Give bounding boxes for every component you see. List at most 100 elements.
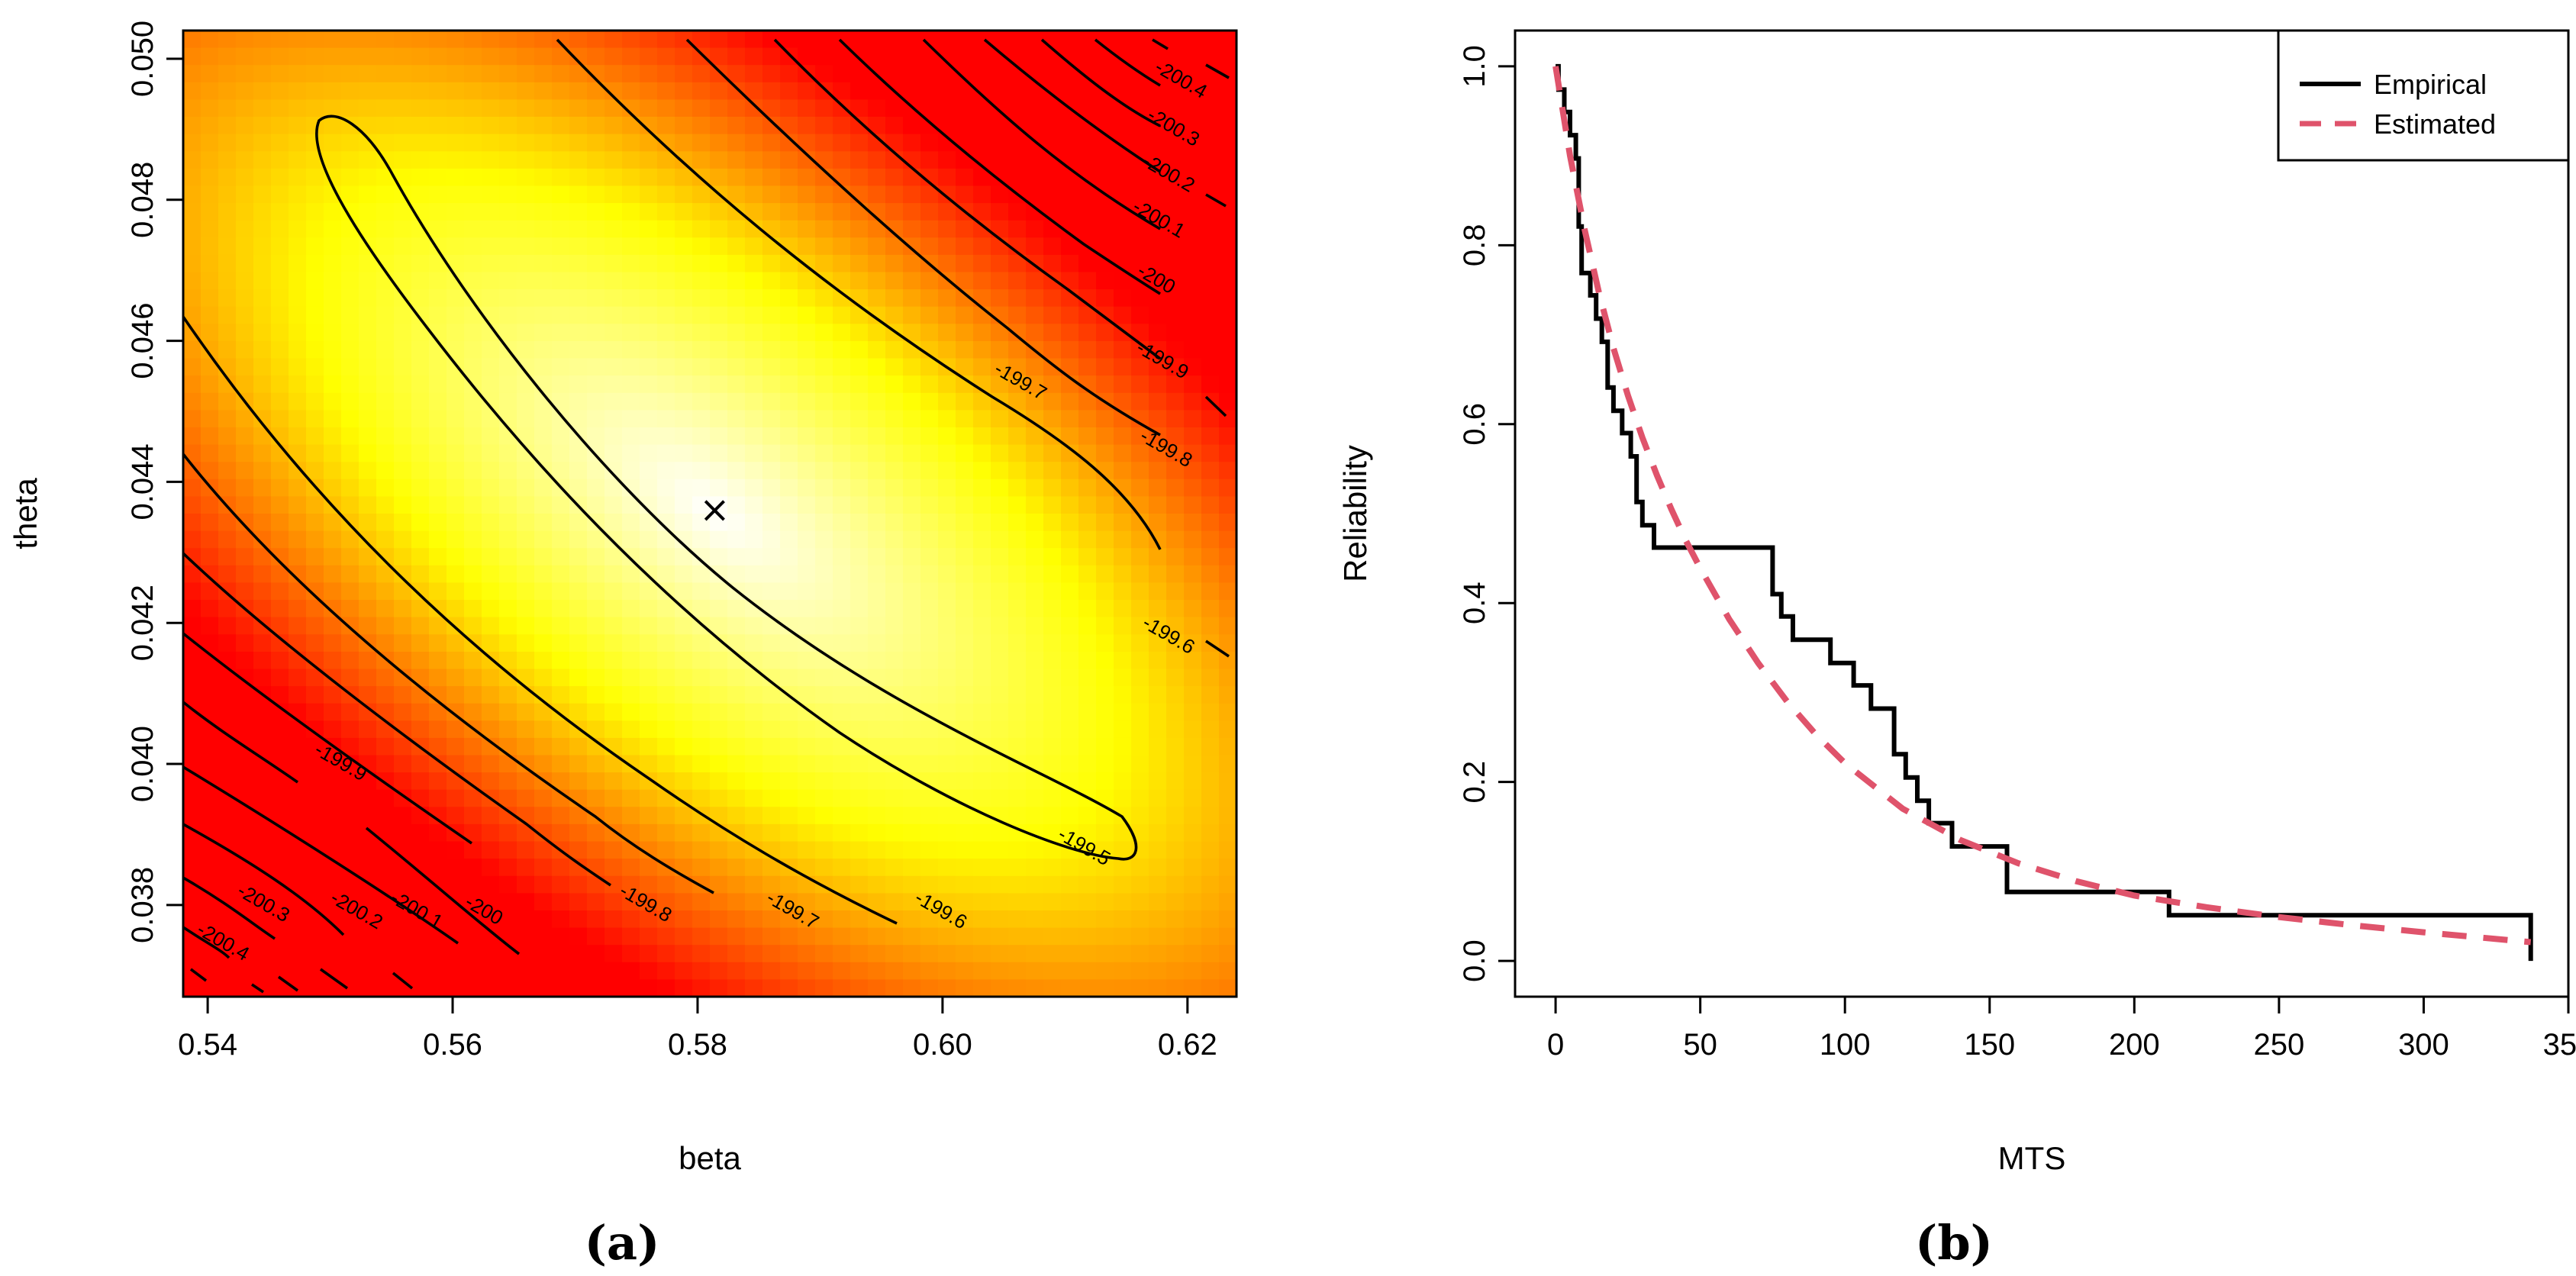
heatmap-cell — [938, 324, 956, 342]
heatmap-cell — [1184, 478, 1202, 498]
heatmap-cell — [920, 530, 939, 549]
heatmap-cell — [657, 99, 675, 118]
heatmap-cell — [727, 841, 746, 859]
heatmap-cell — [1096, 807, 1114, 825]
heatmap-cell — [394, 600, 412, 618]
heatmap-cell — [622, 945, 640, 963]
heatmap-cell — [569, 203, 588, 221]
heatmap-cell — [1166, 617, 1185, 635]
heatmap-cell — [1131, 185, 1149, 204]
y-tick-label-a: 0.048 — [126, 162, 160, 238]
heatmap-cell — [429, 168, 447, 187]
heatmap-cell — [833, 859, 851, 877]
heatmap-cell — [464, 410, 482, 428]
heatmap-cell — [692, 514, 711, 532]
heatmap-cell — [762, 686, 781, 704]
heatmap-cell — [1114, 185, 1132, 204]
heatmap-cell — [956, 530, 974, 549]
heatmap-cell — [640, 737, 658, 756]
heatmap-cell — [1149, 289, 1167, 308]
heatmap-cell — [183, 392, 202, 411]
heatmap-cell — [429, 755, 447, 773]
heatmap-cell — [1114, 565, 1132, 584]
heatmap-cell — [1149, 47, 1167, 66]
heatmap-cell — [956, 548, 974, 566]
heatmap-cell — [376, 134, 395, 152]
heatmap-cell — [499, 600, 517, 618]
heatmap-cell — [1219, 65, 1236, 83]
heatmap-cell — [956, 220, 974, 239]
heatmap-cell — [780, 462, 798, 480]
heatmap-cell — [727, 185, 746, 204]
heatmap-cell — [710, 306, 728, 325]
heatmap-cell — [394, 634, 412, 652]
heatmap-cell — [534, 168, 553, 187]
heatmap-cell — [1201, 82, 1220, 101]
heatmap-cell — [938, 496, 956, 514]
heatmap-cell — [903, 910, 921, 929]
heatmap-cell — [411, 340, 430, 359]
heatmap-cell — [1078, 220, 1097, 239]
heatmap-cell — [376, 65, 395, 83]
heatmap-cell — [482, 272, 500, 290]
heatmap-cell — [622, 772, 640, 791]
heatmap-cell — [1201, 151, 1220, 169]
heatmap-cell — [675, 514, 693, 532]
heatmap-cell — [780, 444, 798, 462]
heatmap-cell — [271, 375, 289, 394]
heatmap-cell — [341, 358, 359, 376]
heatmap-cell — [324, 703, 342, 722]
heatmap-cell — [447, 82, 465, 101]
heatmap-cell — [552, 565, 570, 584]
heatmap-cell — [973, 789, 991, 808]
heatmap-cell — [903, 600, 921, 618]
heatmap-cell — [236, 168, 254, 187]
heatmap-cell — [745, 927, 763, 946]
heatmap-cell — [850, 340, 869, 359]
heatmap-cell — [780, 220, 798, 239]
heatmap-cell — [605, 514, 623, 532]
heatmap-cell — [1043, 841, 1062, 859]
heatmap-cell — [587, 686, 605, 704]
heatmap-cell — [394, 686, 412, 704]
heatmap-cell — [411, 65, 430, 83]
heatmap-cell — [1149, 893, 1167, 911]
heatmap-cell — [1026, 979, 1044, 997]
heatmap-cell — [376, 910, 395, 929]
heatmap-cell — [605, 910, 623, 929]
heatmap-cell — [376, 875, 395, 894]
heatmap-cell — [376, 962, 395, 981]
heatmap-cell — [675, 651, 693, 670]
heatmap-cell — [236, 185, 254, 204]
heatmap-cell — [218, 375, 237, 394]
heatmap-cell — [306, 859, 324, 877]
heatmap-cell — [1096, 358, 1114, 376]
heatmap-cell — [1219, 651, 1236, 670]
heatmap-cell — [833, 875, 851, 894]
heatmap-cell — [569, 823, 588, 843]
heatmap-cell — [1131, 703, 1149, 722]
heatmap-cell — [815, 427, 833, 446]
heatmap-cell — [1043, 737, 1062, 756]
heatmap-cell — [780, 841, 798, 859]
heatmap-cell — [447, 496, 465, 514]
heatmap-cell — [710, 237, 728, 256]
heatmap-cell — [1026, 720, 1044, 739]
heatmap-cell — [692, 392, 711, 411]
heatmap-cell — [1008, 910, 1027, 929]
heatmap-cell — [1026, 945, 1044, 963]
heatmap-cell — [1114, 151, 1132, 169]
heatmap-cell — [1096, 548, 1114, 566]
heatmap-cell — [324, 185, 342, 204]
heatmap-cell — [675, 962, 693, 981]
heatmap-cell — [517, 99, 535, 118]
heatmap-cell — [920, 358, 939, 376]
heatmap-cell — [938, 530, 956, 549]
heatmap-cell — [710, 859, 728, 877]
heatmap-cell — [1201, 237, 1220, 256]
heatmap-cell — [534, 789, 553, 808]
heatmap-cell — [991, 358, 1009, 376]
heatmap-cell — [640, 185, 658, 204]
heatmap-cell — [657, 755, 675, 773]
heatmap-cell — [1096, 514, 1114, 532]
